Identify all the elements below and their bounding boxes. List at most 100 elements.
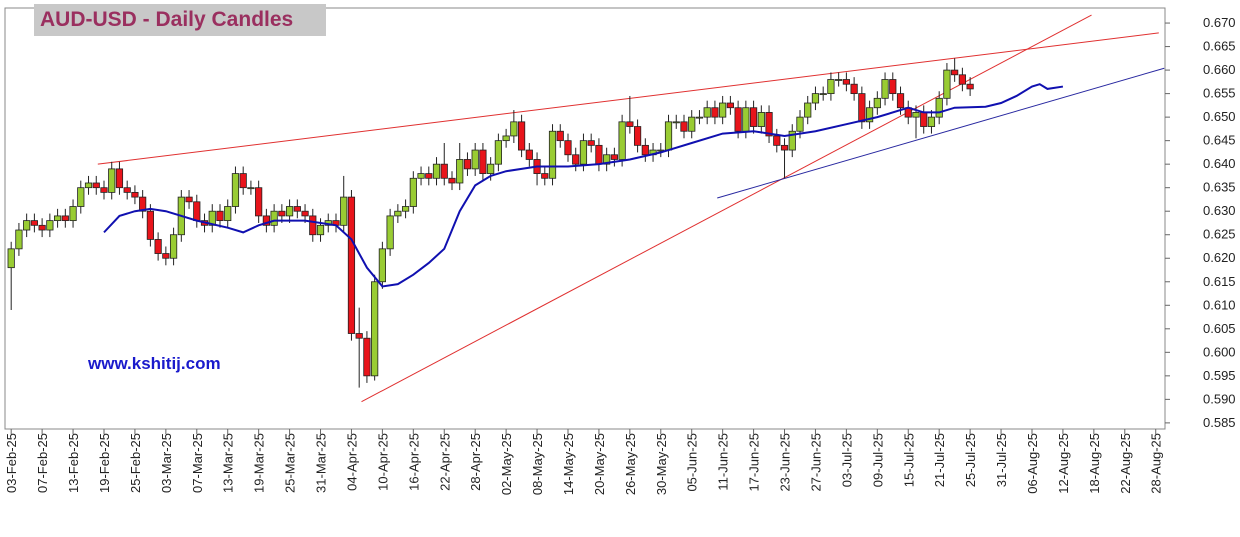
x-tick-label: 07-Feb-25: [35, 433, 50, 493]
x-tick-label: 30-May-25: [654, 433, 669, 495]
y-tick-label: 0.620: [1203, 250, 1236, 265]
candle-body: [340, 196, 348, 226]
candle-body: [69, 206, 77, 222]
x-tick-label: 28-Aug-25: [1149, 433, 1164, 494]
candle-body: [162, 253, 170, 259]
candle-body: [587, 140, 595, 146]
candle-body: [401, 206, 410, 212]
candle-body: [84, 182, 93, 189]
x-tick-label: 06-Aug-25: [1025, 433, 1040, 494]
candle-body: [432, 163, 441, 179]
candle-body: [912, 112, 920, 118]
candle-body: [38, 224, 46, 231]
candle-body: [927, 116, 936, 127]
candle-body: [409, 177, 417, 207]
candle-body: [92, 182, 100, 189]
x-tick-label: 07-Mar-25: [190, 433, 205, 493]
candle-body: [46, 220, 54, 231]
y-tick-label: 0.645: [1203, 133, 1236, 148]
candle-body: [842, 79, 850, 85]
candle-body: [417, 173, 425, 179]
candle-body: [100, 187, 108, 193]
x-tick-label: 09-Jul-25: [870, 433, 885, 487]
x-tick-label: 13-Mar-25: [221, 433, 236, 493]
candle-body: [355, 333, 363, 339]
candle-body: [262, 215, 270, 226]
x-tick-label: 04-Apr-25: [344, 433, 359, 491]
x-tick-label: 22-Aug-25: [1118, 433, 1133, 494]
candle-body: [139, 196, 147, 212]
candle-body: [239, 173, 247, 189]
candle-body: [958, 74, 966, 85]
y-tick-label: 0.610: [1203, 297, 1236, 312]
candle-body: [703, 107, 711, 118]
candle-body: [757, 112, 765, 127]
candle-body: [641, 144, 649, 156]
y-tick-label: 0.655: [1203, 86, 1236, 101]
candle-body: [154, 239, 162, 254]
candle-body: [819, 93, 827, 96]
candle-body: [633, 126, 642, 146]
x-tick-label: 03-Jul-25: [839, 433, 854, 487]
x-tick-label: 05-Jun-25: [685, 433, 700, 492]
candle-body: [920, 112, 928, 127]
x-tick-label: 11-Jun-25: [716, 433, 731, 491]
y-tick-label: 0.640: [1203, 156, 1236, 171]
candle-body: [548, 130, 557, 179]
x-tick-label: 23-Jun-25: [778, 433, 793, 492]
x-tick-label: 26-May-25: [623, 433, 638, 495]
x-tick-label: 25-Jul-25: [963, 433, 978, 487]
candle-body: [951, 69, 959, 76]
candle-body: [309, 215, 317, 236]
candle-body: [680, 121, 688, 132]
candle-body: [935, 97, 943, 118]
x-tick-label: 25-Feb-25: [128, 433, 143, 493]
moving-average: [103, 83, 1064, 288]
y-tick-label: 0.660: [1203, 62, 1236, 77]
candle-body: [255, 187, 263, 217]
candle-body: [487, 163, 495, 174]
candle-body: [231, 173, 240, 207]
candle-body: [316, 224, 325, 236]
candle-body: [865, 107, 874, 123]
candle-body: [742, 107, 750, 132]
candle-body: [804, 102, 812, 118]
candle-body: [811, 93, 820, 104]
candle-body: [123, 187, 131, 193]
x-tick-label: 27-Jun-25: [808, 433, 823, 492]
y-tick-label: 0.595: [1203, 368, 1236, 383]
candle-body: [30, 220, 38, 226]
x-tick-label: 16-Apr-25: [406, 433, 421, 491]
x-tick-label: 22-Apr-25: [437, 433, 452, 491]
candle-body: [749, 107, 758, 127]
x-tick-label: 15-Jul-25: [901, 433, 916, 487]
candle-body: [510, 121, 518, 137]
candle-body: [456, 159, 464, 184]
candle-body: [664, 121, 673, 151]
candle-body: [394, 210, 402, 217]
candle-body: [440, 163, 448, 179]
watermark: www.kshitij.com: [87, 354, 221, 373]
y-tick-label: 0.630: [1203, 203, 1236, 218]
candle-body: [347, 196, 356, 334]
candle-body: [541, 173, 549, 179]
candle-body: [471, 149, 479, 170]
candle-body: [193, 201, 201, 222]
candle-body: [278, 210, 286, 217]
candle-body: [966, 83, 974, 90]
x-tick-label: 02-May-25: [499, 433, 514, 495]
candle-body: [773, 135, 781, 146]
candle-body: [695, 116, 704, 119]
y-tick-label: 0.635: [1203, 180, 1236, 195]
candle-body: [858, 93, 866, 123]
candle-body: [463, 159, 472, 170]
candle-body: [208, 210, 216, 226]
candle-body: [556, 130, 564, 142]
candle-body: [479, 149, 487, 174]
candle-body: [850, 83, 858, 95]
candle-body: [618, 121, 626, 160]
candle-body: [23, 220, 31, 231]
x-tick-label: 25-Mar-25: [283, 433, 298, 493]
candle-body: [285, 206, 294, 217]
